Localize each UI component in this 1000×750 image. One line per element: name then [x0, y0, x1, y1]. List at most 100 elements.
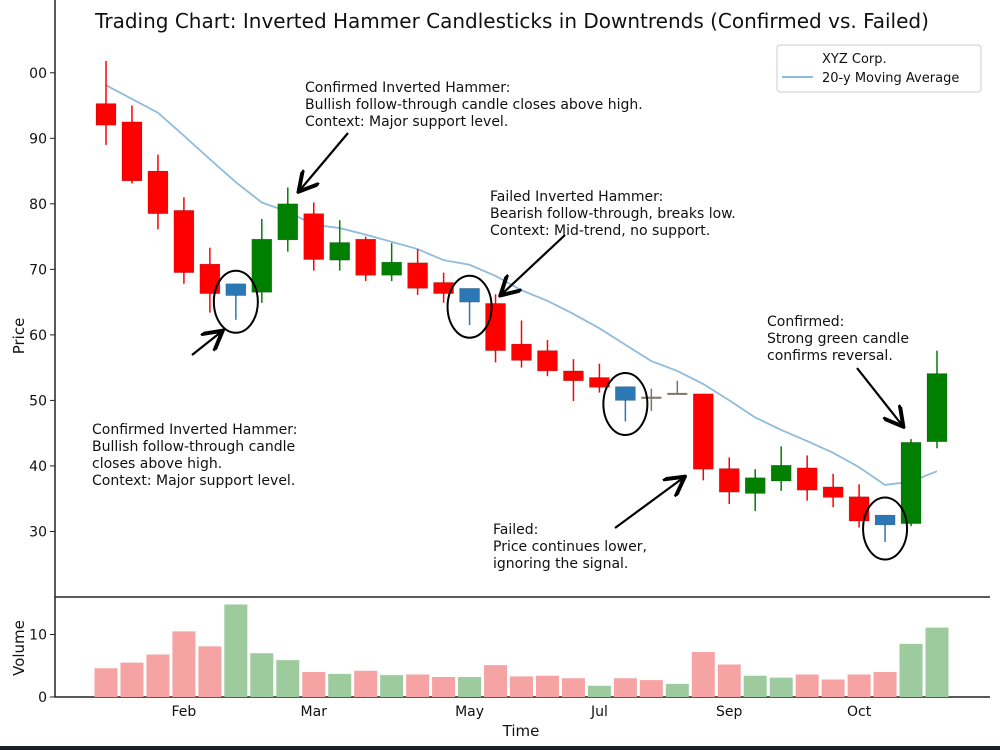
volume-bar [613, 678, 637, 697]
candle-body [199, 263, 221, 294]
annotation-arrow [191, 332, 221, 356]
highlight-ellipse [212, 269, 259, 334]
volume-bar [795, 674, 819, 697]
volume-bar [94, 668, 118, 697]
candle-body [225, 283, 247, 296]
annotation-arrow [614, 478, 683, 529]
candle-body [770, 464, 792, 482]
highlight-ellipse [862, 496, 909, 561]
candle-body [718, 468, 740, 493]
price-tick-label: 30 [29, 524, 47, 540]
candle-body [381, 261, 402, 276]
candle-body [563, 370, 584, 382]
volume-bar [276, 660, 300, 697]
annotation-arrow [300, 132, 349, 190]
annotation-text: closes above high. [92, 456, 222, 472]
candle-body [900, 442, 922, 524]
candle-body [433, 282, 454, 294]
annotation-text: Bullish follow-through candle [92, 439, 295, 455]
volume-bar [198, 646, 222, 697]
annotation-arrow [502, 234, 566, 294]
volume-bar [873, 672, 897, 697]
volume-bar [743, 675, 767, 697]
volume-bar [899, 643, 923, 697]
price-panel: 30 40 50 60 70 80 90 00 Confirmed Inverted Hamme… [29, 0, 990, 598]
volume-bar [535, 675, 559, 697]
volume-bar [224, 604, 248, 697]
volume-bar [717, 664, 741, 697]
candle-body [822, 486, 844, 498]
volume-bar [510, 676, 533, 697]
candle-body [277, 203, 299, 241]
annotation-arrow [856, 367, 902, 425]
volume-bar [380, 675, 404, 697]
candle-body [537, 350, 558, 372]
volume-bar [639, 680, 663, 697]
candle-body [459, 288, 480, 303]
legend: XYZ Corp. 20-y Moving Average [776, 44, 982, 93]
candle-body [796, 467, 818, 491]
candle-body [251, 238, 273, 293]
candle-body [95, 103, 117, 126]
bottom-band [0, 746, 1000, 750]
chart-title: Trading Chart: Inverted Hammer Candlesti… [94, 9, 929, 33]
annotation-text: Confirmed: [767, 314, 844, 330]
volume-bar [302, 672, 326, 697]
volume-bar [146, 654, 170, 697]
annotation-text: Context: Major support level. [305, 114, 508, 130]
annotation-text: Price continues lower, [493, 539, 647, 555]
candle-body [485, 303, 506, 351]
price-axis-label: Price [10, 318, 28, 355]
volume-bar [484, 665, 508, 697]
time-axis-label: Time [502, 722, 540, 740]
annotation-text: Context: Major support level. [92, 473, 295, 489]
time-tick-label: May [455, 704, 484, 720]
price-tick-label: 60 [29, 328, 47, 344]
price-tick-label: 40 [29, 459, 47, 475]
volume-bar [691, 652, 715, 697]
volume-bar [328, 673, 352, 697]
annotation-text: Bearish follow-through, breaks low. [490, 206, 736, 222]
volume-bar [587, 685, 611, 697]
volume-bar [458, 677, 482, 697]
time-tick-label: Jul [590, 704, 608, 720]
candle-body [121, 121, 143, 182]
annotation-text: Context: Mid-trend, no support. [490, 223, 710, 239]
candle-body [744, 477, 766, 494]
volume-bar [432, 677, 456, 697]
candle-body [874, 514, 896, 526]
volume-bar [354, 670, 378, 697]
candle-body [615, 386, 636, 401]
volume-panel: 0 10 Feb Mar May Jul Sep Oct [29, 597, 990, 720]
time-tick-label: Mar [301, 704, 328, 720]
volume-bar [172, 631, 196, 697]
price-tick-label: 80 [29, 197, 47, 213]
volume-tick-label: 0 [38, 690, 47, 706]
candle-body [329, 242, 351, 261]
annotation-text: Confirmed Inverted Hammer: [305, 80, 510, 96]
annotation-text: Bullish follow-through candle closes abo… [305, 97, 643, 113]
volume-bar [406, 674, 430, 697]
time-tick-label: Sep [716, 704, 743, 720]
price-tick-label: 90 [29, 131, 47, 147]
volume-bar [847, 674, 871, 697]
highlight-ellipse [446, 274, 493, 339]
candle-body [173, 210, 195, 273]
price-tick-label: 00 [29, 66, 47, 82]
candle-body [692, 393, 714, 470]
annotation-text: Failed: [493, 522, 538, 538]
time-tick-label: Feb [172, 704, 197, 720]
volume-bar [250, 653, 274, 697]
candle-body [303, 213, 325, 260]
price-tick-label: 50 [29, 393, 47, 409]
candle-body [355, 238, 376, 276]
volume-tick-label: 10 [29, 628, 47, 644]
annotation-text: ignoring the signal. [493, 556, 628, 572]
volume-bar [120, 662, 144, 697]
candle-body [848, 496, 870, 522]
time-tick-label: Oct [847, 704, 872, 720]
legend-entry-ma: 20-y Moving Average [822, 71, 959, 86]
highlight-ellipse [602, 372, 649, 437]
candle-body [511, 343, 532, 361]
